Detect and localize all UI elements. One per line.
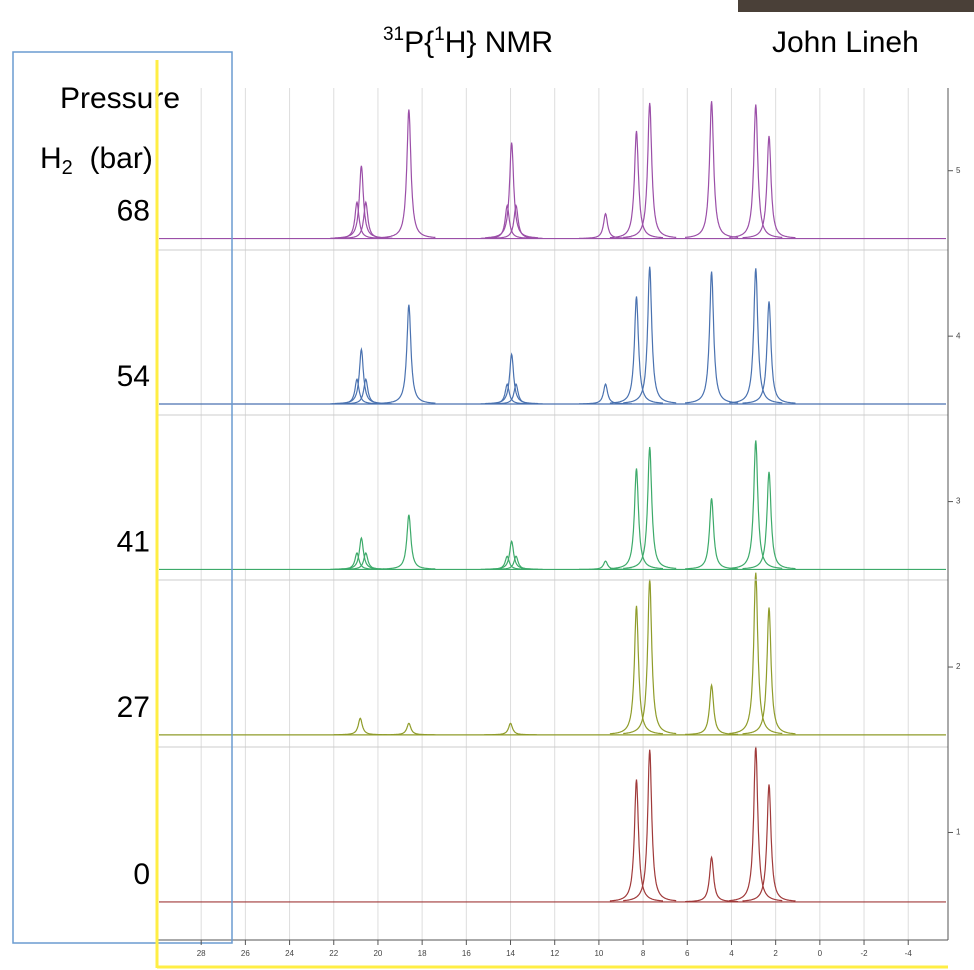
x-tick-label: -4 [905,949,913,958]
y-tick-label: 5 [956,166,961,175]
peak [579,382,632,405]
peak [609,296,663,404]
x-tick-label: 8 [641,949,646,958]
title-part: H} NMR [445,26,553,59]
x-tick-label: 6 [685,949,690,958]
peak [334,165,388,239]
peak [623,102,677,238]
chart-title: 31P{1H} NMR [383,24,553,59]
peak [623,446,677,569]
peak [742,471,796,570]
peak [609,605,664,735]
y-label: H2 (bar) [40,142,153,179]
peak [685,855,739,903]
peak [623,266,677,404]
peak [333,717,387,736]
peak [685,682,739,735]
peak [685,101,739,238]
peak [484,722,537,736]
photo [738,0,974,12]
y-tick-label: 1 [956,828,961,837]
peak [489,555,543,570]
peak [729,746,783,902]
title-sup: 1 [434,24,445,45]
peak [729,104,783,238]
y-label: Pressure [60,82,180,115]
x-tick-label: 22 [329,949,338,958]
peak [485,142,539,239]
peak [729,268,783,404]
y-tick-label: 3 [956,497,961,506]
peak [382,514,436,570]
y-label-part: H [40,142,62,175]
highlight-box [12,51,233,944]
x-tick-label: 4 [729,949,734,958]
x-tick-label: 24 [285,949,294,958]
peak [729,572,783,735]
pressure-label: 41 [117,525,150,558]
title-part: P{ [404,26,434,59]
y-tick-label: 2 [956,662,961,671]
peak [609,130,664,239]
peak [489,204,543,239]
peak [382,109,436,239]
peak [742,135,796,239]
peak [623,579,677,735]
x-tick-label: 14 [506,949,515,958]
y-label-part: (bar) [73,142,153,175]
peak [623,749,677,902]
x-tick-label: 10 [594,949,603,958]
peak [579,560,632,570]
peak [334,347,388,405]
peak [729,440,783,569]
peak [609,468,663,570]
peak [485,539,539,570]
x-tick-label: 12 [550,949,559,958]
title-sup: 31 [383,24,404,45]
x-tick-label: 18 [418,949,427,958]
pressure-label: 68 [117,194,150,227]
peak [742,301,796,404]
pressure-label: 27 [117,691,150,724]
peak [382,304,436,404]
peak [579,212,632,239]
peak [685,498,739,570]
pressure-label: 0 [133,858,150,891]
peak [684,271,739,404]
x-tick-label: 20 [373,949,382,958]
peak [382,722,436,736]
y-label-sub: 2 [62,157,73,179]
x-tick-label: 0 [818,949,823,958]
y-tick-label: 4 [956,331,961,340]
x-tick-label: 26 [241,949,250,958]
author: John Lineh [772,26,919,59]
plot [159,88,946,940]
peak [489,382,543,405]
peak [485,352,539,405]
x-tick-label: 2 [773,949,778,958]
peak [742,784,796,902]
x-tick-label: 28 [197,949,206,958]
x-tick-label: -2 [860,949,868,958]
pressure-label: 54 [117,360,150,393]
peak [609,779,663,902]
x-tick-label: 16 [462,949,471,958]
peak [742,607,796,735]
peak [480,203,534,239]
